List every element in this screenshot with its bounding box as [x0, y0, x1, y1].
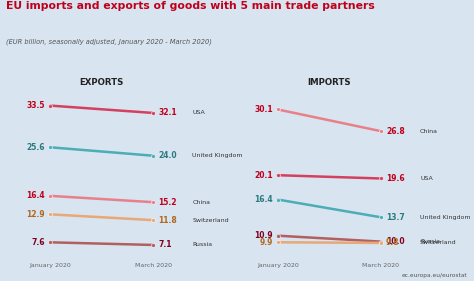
Text: (EUR billion, seasonally adjusted, January 2020 - March 2020): (EUR billion, seasonally adjusted, Janua… [6, 38, 211, 45]
Text: 13.7: 13.7 [386, 213, 405, 222]
Text: 16.4: 16.4 [27, 191, 45, 200]
Text: 25.6: 25.6 [27, 143, 45, 152]
Text: 10.9: 10.9 [254, 231, 273, 240]
Text: China: China [420, 129, 438, 134]
Text: Switzerland: Switzerland [420, 241, 456, 245]
Text: USA: USA [420, 176, 433, 181]
Text: 20.1: 20.1 [254, 171, 273, 180]
Text: Russia: Russia [420, 239, 440, 244]
Text: EU imports and exports of goods with 5 main trade partners: EU imports and exports of goods with 5 m… [6, 1, 374, 12]
Text: 24.0: 24.0 [158, 151, 177, 160]
Text: EXPORTS: EXPORTS [80, 78, 124, 87]
Text: 32.1: 32.1 [158, 108, 177, 117]
Text: USA: USA [192, 110, 205, 115]
Text: 26.8: 26.8 [386, 127, 405, 136]
Text: Switzerland: Switzerland [192, 218, 229, 223]
Text: 9.9: 9.9 [259, 238, 273, 247]
Text: 16.4: 16.4 [254, 195, 273, 204]
Text: United Kingdom: United Kingdom [420, 215, 471, 220]
Text: 30.1: 30.1 [254, 105, 273, 114]
Text: 12.9: 12.9 [27, 210, 45, 219]
Text: 9.8: 9.8 [386, 238, 400, 248]
Text: 15.2: 15.2 [158, 198, 177, 207]
Text: 10.0: 10.0 [386, 237, 405, 246]
Text: 11.8: 11.8 [158, 216, 177, 225]
Text: ec.europa.eu/eurostat: ec.europa.eu/eurostat [401, 273, 467, 278]
Text: 33.5: 33.5 [27, 101, 45, 110]
Text: 7.6: 7.6 [32, 238, 45, 247]
Text: IMPORTS: IMPORTS [308, 78, 351, 87]
Text: 19.6: 19.6 [386, 174, 405, 183]
Text: United Kingdom: United Kingdom [192, 153, 243, 158]
Text: 7.1: 7.1 [158, 241, 172, 250]
Text: Russia: Russia [192, 243, 213, 248]
Text: China: China [192, 200, 210, 205]
